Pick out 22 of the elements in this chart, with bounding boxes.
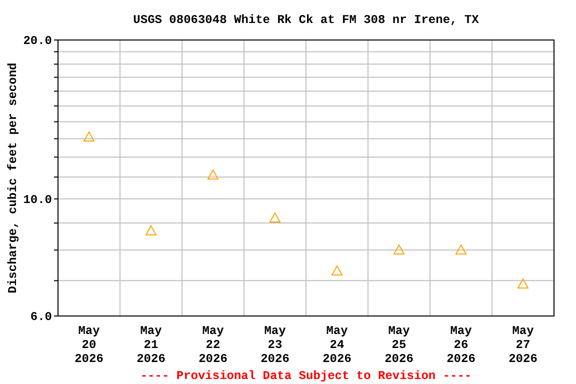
text: ---- Provisional Data Subject to Revision ---- [140, 369, 472, 383]
y-tick-label: 20.0 [23, 34, 52, 48]
chart-title: USGS 08063048 White Rk Ck at FM 308 nr Irene, TX [133, 13, 480, 27]
y-tick-label: 6.0 [30, 310, 52, 324]
y-tick-label: 10.0 [23, 193, 52, 208]
point [518, 278, 528, 288]
x-tick-label: May 23 2026 [260, 324, 290, 366]
point [456, 244, 466, 255]
point [394, 244, 404, 255]
y-axis-title: Discharge, cubic feet per second [6, 62, 20, 294]
x-tick-label: May 24 2026 [322, 324, 352, 366]
x-tick-label: May 22 2026 [198, 324, 228, 366]
x-tick-label: May 26 2026 [446, 324, 476, 366]
x-tick-label: May 21 2026 [136, 324, 166, 366]
point [84, 131, 94, 142]
point [208, 169, 218, 180]
x-tick-label: May 25 2026 [384, 324, 414, 366]
point [146, 225, 156, 236]
x-tick-label: May 27 2026 [508, 324, 538, 366]
point [270, 212, 280, 223]
point [332, 266, 342, 276]
x-tick-label: May 20 2026 [74, 324, 104, 366]
